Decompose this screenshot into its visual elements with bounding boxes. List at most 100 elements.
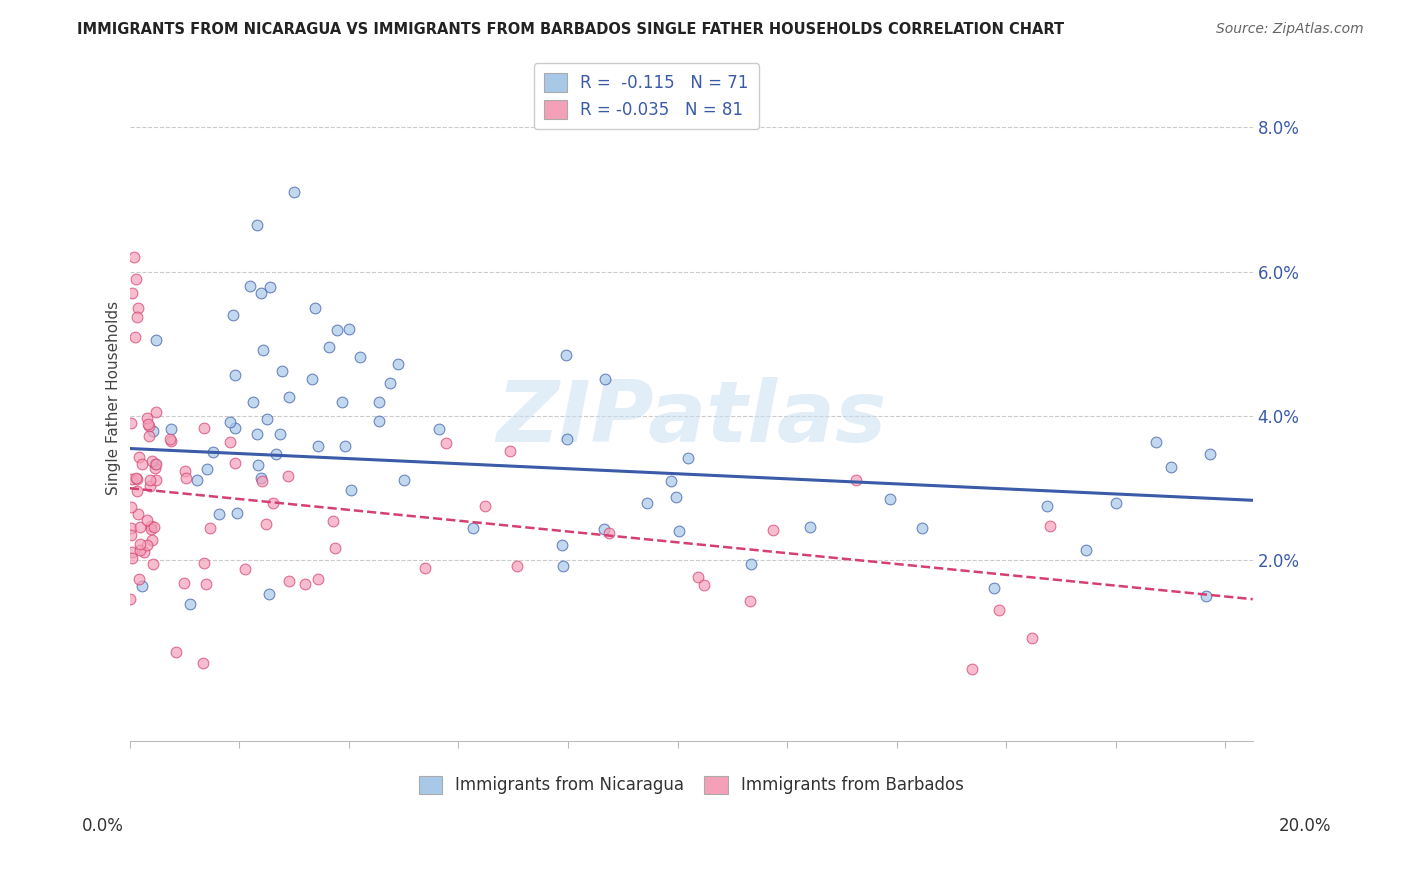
Point	[960, 662, 983, 676]
Point	[294, 577, 316, 591]
Point	[124, 329, 146, 343]
Point	[304, 301, 326, 316]
Point	[194, 577, 217, 591]
Point	[159, 432, 181, 446]
Point	[387, 357, 409, 371]
Point	[138, 429, 160, 443]
Point	[1199, 446, 1222, 460]
Point	[145, 473, 167, 487]
Point	[219, 415, 242, 429]
Text: 20.0%: 20.0%	[1278, 817, 1331, 835]
Point	[337, 322, 360, 336]
Point	[121, 286, 143, 301]
Point	[224, 368, 246, 383]
Point	[138, 479, 160, 493]
Point	[845, 473, 868, 487]
Point	[200, 521, 222, 535]
Point	[174, 465, 197, 479]
Point	[120, 528, 142, 542]
Point	[201, 445, 224, 459]
Point	[264, 447, 287, 461]
Y-axis label: Single Father Households: Single Father Households	[107, 301, 121, 495]
Point	[142, 424, 165, 438]
Point	[333, 439, 356, 453]
Point	[1021, 632, 1043, 646]
Point	[427, 422, 450, 436]
Point	[179, 597, 201, 611]
Point	[250, 286, 273, 301]
Point	[131, 457, 153, 471]
Point	[125, 310, 148, 324]
Point	[128, 519, 150, 533]
Point	[307, 439, 329, 453]
Point	[121, 545, 143, 559]
Point	[191, 657, 214, 671]
Point	[368, 394, 391, 409]
Point	[160, 434, 183, 448]
Text: 0.0%: 0.0%	[82, 817, 124, 835]
Point	[1105, 496, 1128, 510]
Point	[128, 543, 150, 558]
Point	[121, 472, 143, 486]
Point	[145, 458, 167, 472]
Point	[246, 427, 269, 442]
Point	[668, 524, 690, 539]
Point	[554, 348, 576, 362]
Point	[323, 541, 346, 556]
Text: IMMIGRANTS FROM NICARAGUA VS IMMIGRANTS FROM BARBADOS SINGLE FATHER HOUSEHOLDS C: IMMIGRANTS FROM NICARAGUA VS IMMIGRANTS …	[77, 22, 1064, 37]
Point	[665, 490, 688, 504]
Point	[136, 417, 159, 431]
Point	[174, 471, 197, 485]
Point	[142, 519, 165, 533]
Point	[380, 376, 402, 390]
Point	[499, 443, 522, 458]
Point	[120, 592, 142, 607]
Point	[224, 456, 246, 470]
Point	[125, 272, 148, 286]
Point	[1039, 519, 1062, 533]
Point	[218, 434, 240, 449]
Point	[193, 557, 215, 571]
Point	[330, 394, 353, 409]
Point	[239, 279, 262, 293]
Text: Source: ZipAtlas.com: Source: ZipAtlas.com	[1216, 22, 1364, 37]
Point	[256, 412, 278, 426]
Point	[688, 570, 710, 584]
Point	[413, 561, 436, 575]
Point	[145, 333, 167, 347]
Point	[283, 186, 305, 200]
Point	[132, 545, 155, 559]
Point	[636, 496, 658, 510]
Point	[120, 521, 142, 535]
Point	[551, 538, 574, 552]
Point	[145, 405, 167, 419]
Text: ZIPatlas: ZIPatlas	[496, 377, 886, 460]
Point	[307, 572, 329, 586]
Point	[127, 301, 149, 315]
Point	[141, 533, 163, 548]
Point	[349, 350, 371, 364]
Point	[762, 523, 785, 537]
Point	[131, 579, 153, 593]
Point	[135, 513, 157, 527]
Legend: Immigrants from Nicaragua, Immigrants from Barbados: Immigrants from Nicaragua, Immigrants fr…	[412, 769, 970, 801]
Point	[122, 250, 145, 264]
Point	[141, 454, 163, 468]
Point	[1144, 435, 1167, 450]
Point	[988, 603, 1011, 617]
Point	[659, 475, 682, 489]
Point	[277, 391, 299, 405]
Point	[911, 521, 934, 535]
Point	[1195, 589, 1218, 603]
Point	[222, 308, 245, 322]
Point	[551, 559, 574, 574]
Point	[1036, 499, 1059, 513]
Point	[276, 469, 298, 483]
Point	[593, 372, 616, 386]
Point	[141, 521, 163, 535]
Point	[259, 587, 281, 601]
Point	[271, 364, 294, 378]
Point	[593, 522, 616, 536]
Point	[249, 471, 271, 485]
Point	[138, 418, 160, 433]
